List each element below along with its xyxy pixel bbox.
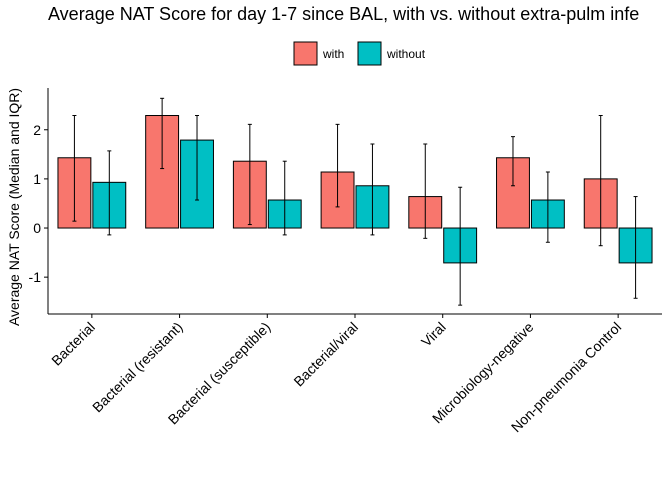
x-tick-label-3: Bacterial/viral <box>290 319 361 390</box>
legend-label-without: without <box>386 47 426 61</box>
chart-title: Average NAT Score for day 1-7 since BAL,… <box>48 4 640 24</box>
legend: with without <box>293 41 426 66</box>
x-tick-label-2: Bacterial (susceptible) <box>165 319 274 428</box>
bars-layer <box>57 97 653 306</box>
x-tick-label-1: Bacterial (resistant) <box>89 319 186 416</box>
legend-swatch-with <box>293 41 318 66</box>
x-tick-label-0: Bacterial <box>48 319 98 369</box>
y-axis-title: Average NAT Score (Median and IQR) <box>6 88 22 326</box>
y-tick-label-0: -1 <box>29 269 42 285</box>
y-tick-label-2: 1 <box>33 171 41 187</box>
y-tick-label-3: 2 <box>33 122 41 138</box>
x-tick-label-4: Viral <box>418 319 449 350</box>
legend-swatch-without <box>357 41 382 66</box>
y-tick-label-1: 0 <box>33 220 41 236</box>
legend-label-with: with <box>322 47 344 61</box>
